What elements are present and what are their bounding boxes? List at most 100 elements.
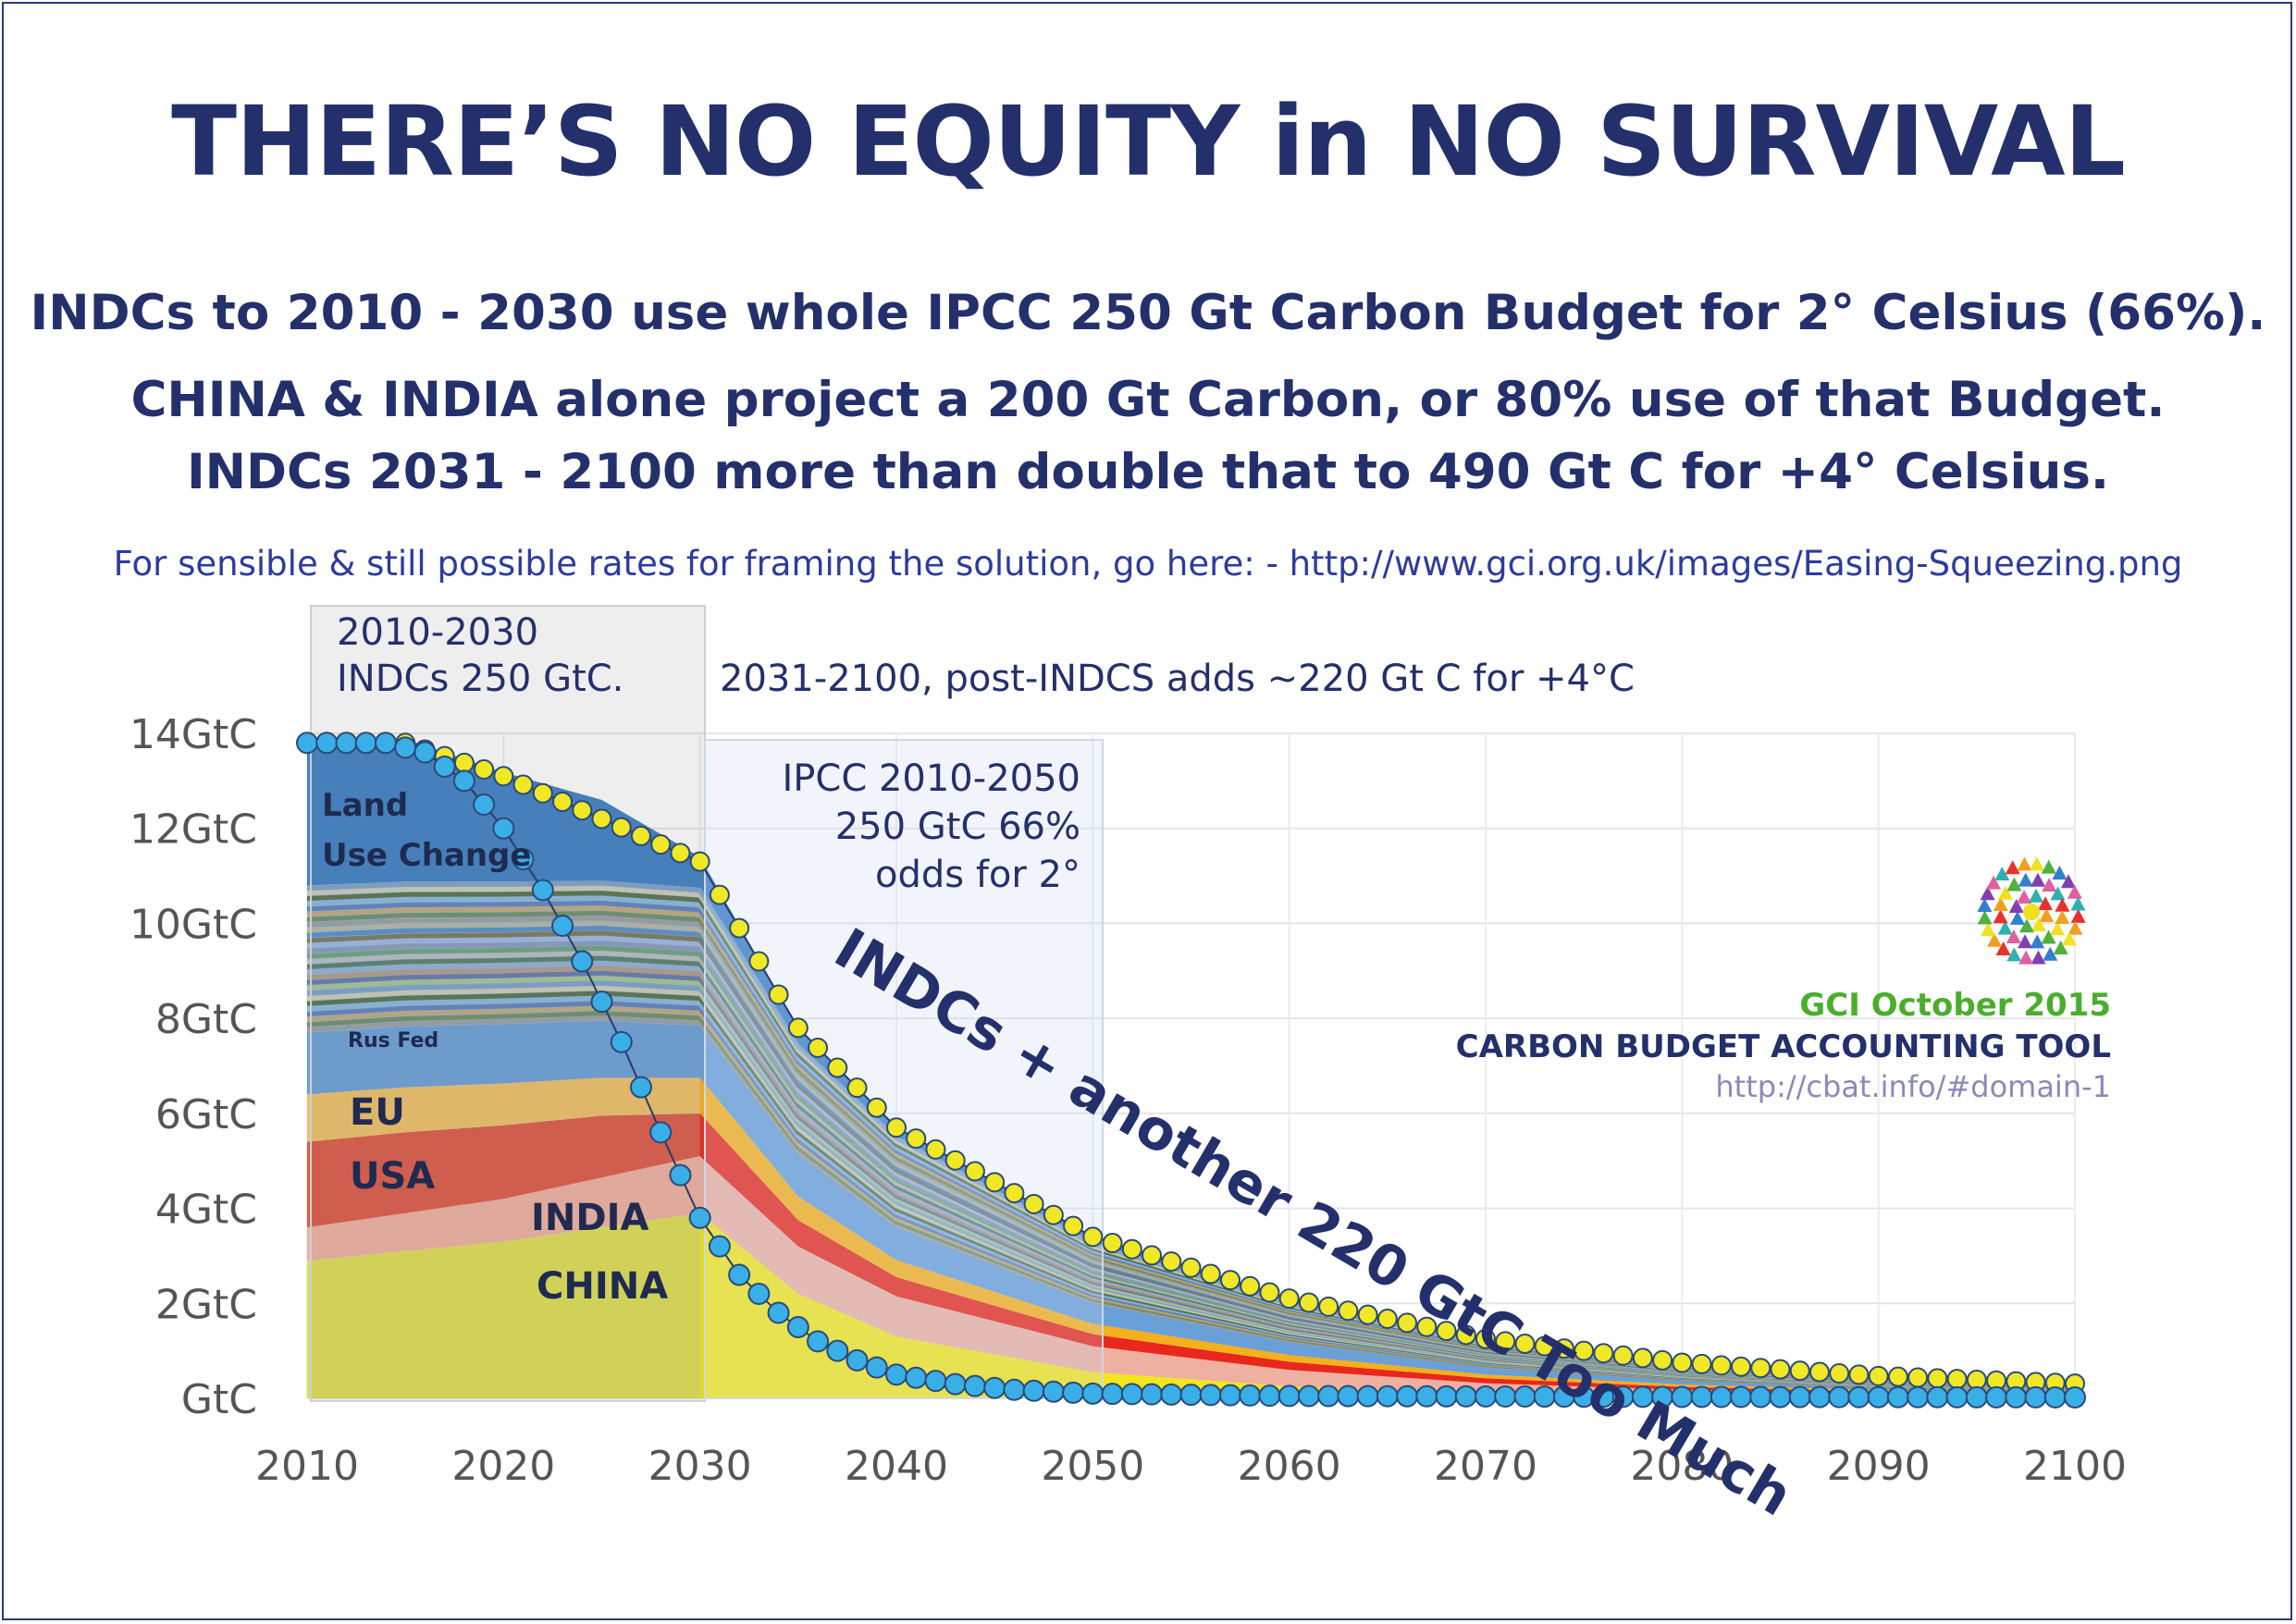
y-tick-label: 12GtC <box>130 806 257 854</box>
data-point-indcs <box>768 984 789 1005</box>
data-point-indcs <box>866 1097 887 1118</box>
data-point-ipcc-2-path <box>1886 1385 1909 1409</box>
logo-triangle <box>2029 856 2044 871</box>
data-point-ipcc-2-path <box>1022 1379 1045 1402</box>
data-point-ipcc-2-path <box>1297 1384 1320 1408</box>
data-point-ipcc-2-path <box>2024 1385 2047 1409</box>
data-point-ipcc-2-path <box>826 1339 849 1362</box>
x-tick-label: 2050 <box>1041 1443 1144 1490</box>
data-point-ipcc-2-path <box>1179 1384 1203 1407</box>
data-point-indcs <box>1868 1365 1889 1386</box>
data-point-indcs <box>1023 1193 1044 1214</box>
data-point-ipcc-2-path <box>1141 1383 1164 1406</box>
data-point-ipcc-2-path <box>354 732 377 755</box>
logo-triangle <box>2017 856 2032 871</box>
y-tick-label: 8GtC <box>155 996 257 1043</box>
logo-triangle <box>2060 874 2076 889</box>
data-point-indcs <box>1770 1359 1791 1380</box>
data-point-indcs <box>1180 1257 1202 1278</box>
logo-triangle <box>2017 889 2032 904</box>
data-point-indcs <box>453 752 475 773</box>
area-usa-post-2030 <box>699 1113 2075 1396</box>
data-point-indcs <box>1691 1353 1712 1374</box>
solution-link-text[interactable]: For sensible & still possible rates for … <box>113 544 2183 584</box>
data-point-indcs <box>1514 1333 1536 1354</box>
data-point-indcs <box>1200 1263 1221 1285</box>
logo-triangle <box>1981 922 1996 937</box>
data-point-ipcc-2-path <box>1749 1385 1772 1409</box>
label-land-use-change-2: Use Change <box>322 837 531 874</box>
y-tick-label: 6GtC <box>155 1091 257 1138</box>
logo-triangle <box>2039 908 2055 923</box>
data-point-ipcc-2-path <box>944 1372 967 1396</box>
label-eu: EU <box>350 1091 405 1134</box>
data-point-indcs <box>808 1037 829 1058</box>
subtitle-line-3: INDCs 2031 - 2100 more than double that … <box>186 444 2110 500</box>
data-point-indcs <box>1907 1367 1929 1388</box>
data-point-ipcc-2-path <box>688 1206 711 1229</box>
data-point-indcs <box>906 1128 927 1150</box>
logo-triangle <box>2050 921 2066 936</box>
data-point-indcs <box>532 782 553 804</box>
data-point-indcs <box>1142 1245 1163 1266</box>
data-point-ipcc-2-path <box>1769 1385 1792 1409</box>
data-point-indcs <box>1240 1275 1261 1297</box>
tool-name-label: CARBON BUDGET ACCOUNTING TOOL <box>1456 1028 2111 1065</box>
data-point-indcs <box>827 1057 848 1078</box>
data-point-ipcc-2-path <box>629 1076 652 1099</box>
annotation-period-1-line-1: 2010-2030 <box>337 611 538 654</box>
data-point-indcs <box>1102 1233 1123 1254</box>
data-point-indcs <box>1455 1324 1476 1346</box>
data-point-indcs <box>650 834 672 855</box>
label-land-use-change-1: Land <box>322 787 408 824</box>
data-point-ipcc-2-path <box>669 1163 692 1187</box>
data-point-indcs <box>670 843 691 864</box>
data-point-ipcc-2-path <box>394 736 417 759</box>
data-point-indcs <box>846 1077 868 1099</box>
data-point-indcs <box>1318 1296 1339 1317</box>
data-point-ipcc-2-path <box>885 1363 907 1386</box>
x-tick-label: 2010 <box>255 1443 359 1490</box>
data-point-indcs <box>1475 1328 1496 1349</box>
data-point-ipcc-2-path <box>1062 1381 1085 1404</box>
data-point-indcs <box>1436 1321 1457 1342</box>
logo-triangle <box>2008 898 2024 913</box>
data-point-indcs <box>1672 1352 1693 1373</box>
data-point-ipcc-2-path <box>1101 1383 1124 1406</box>
rest-of-world-stripes <box>306 880 2076 1393</box>
data-point-ipcc-2-path <box>1160 1383 1183 1406</box>
data-point-ipcc-2-path <box>865 1356 888 1379</box>
data-point-indcs <box>512 774 534 795</box>
data-point-ipcc-2-path <box>1042 1380 1065 1403</box>
label-india: INDIA <box>531 1197 648 1239</box>
data-point-ipcc-2-path <box>1926 1385 1949 1409</box>
data-point-ipcc-2-path <box>1710 1385 1733 1409</box>
y-tick-label: 4GtC <box>155 1187 257 1234</box>
logo-triangle <box>1977 910 1993 925</box>
logo-triangle <box>2018 918 2034 933</box>
data-point-indcs <box>493 766 514 787</box>
data-point-indcs <box>1750 1358 1771 1379</box>
logo-triangle <box>2042 877 2057 892</box>
data-point-ipcc-2-path <box>1965 1385 1988 1409</box>
x-tick-label: 2020 <box>451 1443 555 1490</box>
data-point-indcs <box>1063 1215 1084 1236</box>
logo-triangle <box>1993 897 2008 912</box>
data-point-ipcc-2-path <box>1081 1382 1105 1405</box>
x-tick-label: 2060 <box>1238 1443 1341 1490</box>
dotted-lines <box>296 732 2086 1409</box>
logo-triangle <box>2050 886 2066 901</box>
data-point-indcs <box>1808 1361 1830 1383</box>
data-point-ipcc-2-path <box>1258 1384 1281 1408</box>
data-point-indcs <box>611 817 632 838</box>
logo-triangle <box>2055 909 2070 924</box>
data-point-ipcc-2-path <box>1376 1384 1399 1408</box>
logo-triangle <box>2061 931 2077 946</box>
annotation-ipcc-2: 250 GtC 66% <box>835 806 1080 848</box>
data-point-indcs <box>729 917 750 939</box>
data-point-indcs <box>984 1172 1006 1193</box>
annotation-ipcc-1: IPCC 2010-2050 <box>782 757 1080 800</box>
logo-triangle <box>2070 896 2086 911</box>
